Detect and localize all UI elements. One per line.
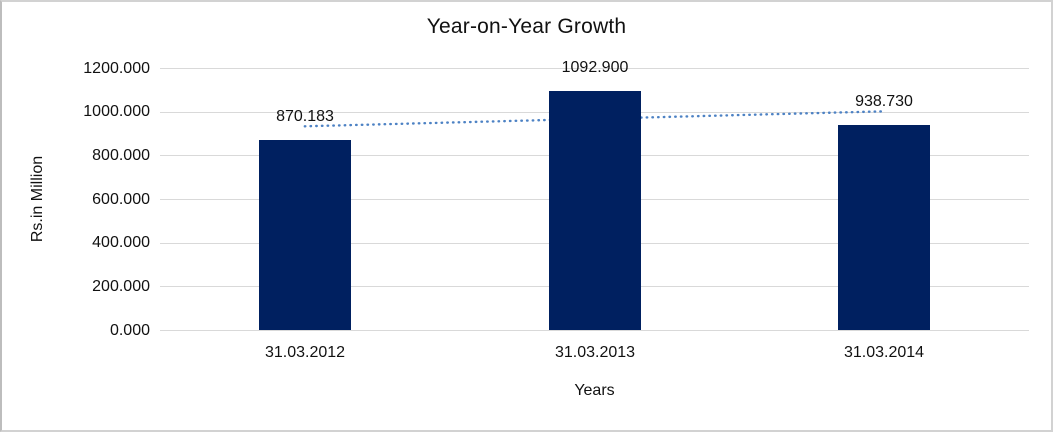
gridline xyxy=(160,68,1029,69)
gridline xyxy=(160,330,1029,331)
bar xyxy=(259,140,351,330)
bar-value-label: 938.730 xyxy=(855,93,913,110)
bar xyxy=(838,125,930,330)
y-tick-label: 0.000 xyxy=(109,322,150,339)
x-axis-title: Years xyxy=(574,382,615,399)
bar-value-label: 870.183 xyxy=(276,108,334,125)
y-tick-label: 1200.000 xyxy=(83,60,150,77)
bar xyxy=(549,91,641,330)
y-tick-label: 1000.000 xyxy=(83,103,150,120)
y-tick-label: 400.000 xyxy=(92,234,150,251)
y-tick-label: 200.000 xyxy=(92,278,150,295)
y-tick-label: 800.000 xyxy=(92,147,150,164)
chart-title: Year-on-Year Growth xyxy=(426,15,627,38)
y-tick-label: 600.000 xyxy=(92,191,150,208)
bar-value-label: 1092.900 xyxy=(561,59,629,76)
x-tick-label: 31.03.2013 xyxy=(554,344,636,361)
x-tick-label: 31.03.2014 xyxy=(843,344,925,361)
x-tick-label: 31.03.2012 xyxy=(264,344,346,361)
